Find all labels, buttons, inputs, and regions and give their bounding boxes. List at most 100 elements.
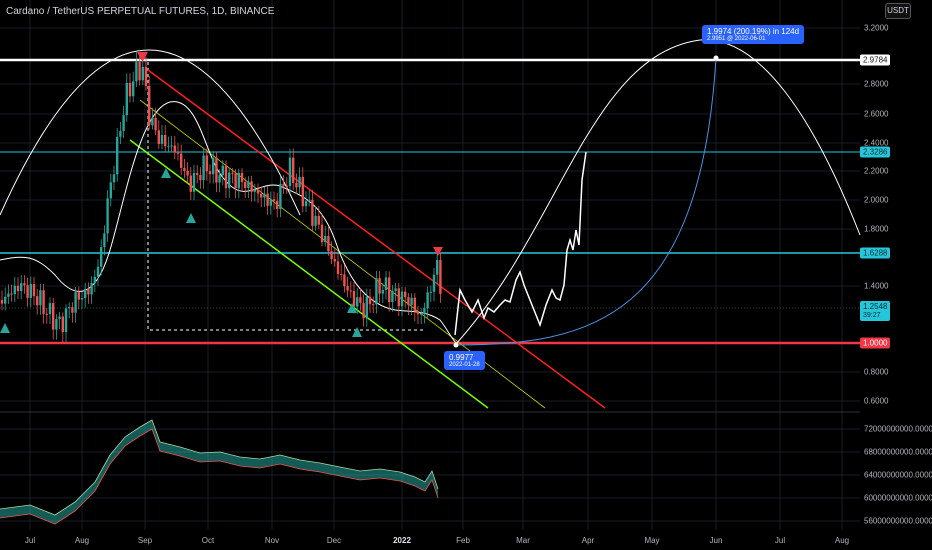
current-price-tag: 1.2548 39:27: [860, 301, 891, 321]
time-axis-label: Jul: [774, 536, 786, 545]
candle-body: [304, 200, 308, 207]
candle-body: [16, 285, 20, 292]
price-axis-label: 2.0000: [864, 195, 889, 205]
price-axis-label: 2.4000: [864, 138, 889, 148]
candle-body: [362, 302, 365, 319]
candle-body: [378, 278, 381, 294]
candle-body: [426, 292, 429, 309]
target-point[interactable]: [713, 55, 719, 61]
projection-arc-blue[interactable]: [454, 57, 717, 346]
candle-body: [199, 174, 202, 180]
candle-body: [327, 235, 330, 252]
candle-body: [301, 176, 304, 207]
candle-body: [381, 289, 384, 294]
indicator-axis-label: 60000000000.0000: [864, 493, 932, 503]
time-axis-label: Dec: [326, 536, 342, 545]
indicator-axis-label: 64000000000.0000: [864, 470, 932, 480]
candle-body: [388, 277, 391, 303]
measure-box[interactable]: [147, 62, 425, 331]
candle-body: [112, 174, 116, 183]
candle-body: [253, 189, 256, 192]
candle-body: [423, 308, 426, 314]
candle-body: [55, 319, 58, 330]
target-callout[interactable]: 1.9974 (200.19%) in 124d 2.9951 @ 2022-0…: [702, 25, 805, 44]
indicator-ribbon: [0, 420, 438, 524]
low-callout-price: 0.9977: [449, 353, 474, 362]
candle-body: [173, 145, 176, 153]
candle-body: [429, 291, 432, 293]
candle-body: [298, 176, 301, 188]
candle-body: [128, 82, 132, 97]
candle-body: [141, 66, 144, 81]
candle-body: [48, 303, 52, 315]
candle-body: [384, 277, 388, 290]
candle-body: [189, 175, 192, 192]
candle-body: [164, 134, 167, 147]
sell-marker-icon: [433, 247, 443, 256]
candle-body: [420, 313, 423, 315]
candle-body: [352, 291, 356, 307]
candle-body: [256, 189, 260, 194]
projected-path[interactable]: [454, 151, 587, 336]
price-axis-label: 2.2000: [864, 166, 889, 176]
indicator-axis-label: 56000000000.0000: [864, 516, 932, 526]
candle-body: [218, 175, 221, 183]
indicator-axis-label: 68000000000.0000: [864, 447, 932, 457]
candle-body: [320, 224, 324, 243]
candle-body: [68, 307, 71, 309]
candle-body: [116, 136, 119, 175]
indicator-pane: [0, 419, 439, 525]
cycle-arc-right[interactable]: [454, 39, 861, 346]
candle-body: [330, 251, 333, 260]
candle-body: [410, 297, 413, 305]
candle-body: [266, 193, 269, 206]
cycle-arc-left[interactable]: [0, 49, 301, 216]
candle-body: [183, 167, 186, 171]
low-callout[interactable]: 0.9977 2022-01-28: [444, 351, 485, 370]
candle-body: [45, 313, 48, 315]
price-axis-label: 1.8000: [864, 224, 889, 234]
candle-body: [247, 181, 250, 189]
candle-body: [311, 199, 314, 226]
time-axis-label: Aug: [74, 536, 90, 545]
candle-body: [356, 297, 359, 307]
candle-body: [202, 155, 205, 180]
candle-body: [394, 288, 397, 291]
candle-body: [279, 183, 282, 209]
buy-marker-icon: [352, 327, 362, 337]
channel-red-upper[interactable]: [147, 69, 606, 409]
price-axis-label: 1.4000: [864, 281, 889, 291]
candle-body: [359, 297, 362, 303]
candle-body: [77, 292, 80, 300]
time-axis-label: Oct: [201, 536, 215, 545]
candle-body: [432, 274, 436, 292]
price-axis-label: 2.8000: [864, 79, 889, 89]
indicator-axis-label: 72000000000.0000: [864, 424, 932, 434]
candle-body: [250, 181, 253, 192]
buy-marker-icon: [347, 303, 357, 313]
candle-body: [119, 131, 122, 137]
candle-body: [436, 259, 439, 275]
candle-body: [106, 198, 109, 234]
target-callout-change: 1.9974 (200.19%) in 124d: [707, 27, 800, 36]
low-point[interactable]: [453, 342, 459, 348]
price-axis-label: 3.2000: [864, 23, 889, 33]
candle-body: [26, 285, 29, 298]
candle-body: [144, 66, 148, 86]
sell-marker-icon: [137, 52, 148, 62]
currency-button[interactable]: USDT: [885, 3, 911, 19]
candle-body: [84, 288, 87, 299]
candle-body: [196, 172, 199, 175]
candle-body: [13, 285, 16, 295]
candle-body: [80, 298, 84, 300]
candle-body: [404, 291, 407, 298]
candle-body: [295, 182, 298, 188]
candle-body: [317, 215, 320, 225]
bar-countdown: 39:27: [863, 312, 881, 319]
time-axis-label: May: [644, 536, 660, 545]
symbol-title[interactable]: Cardano / TetherUS PERPETUAL FUTURES, 1D…: [6, 6, 275, 17]
candle-body: [308, 199, 311, 201]
candle-body: [228, 172, 231, 189]
candle-body: [416, 311, 420, 315]
